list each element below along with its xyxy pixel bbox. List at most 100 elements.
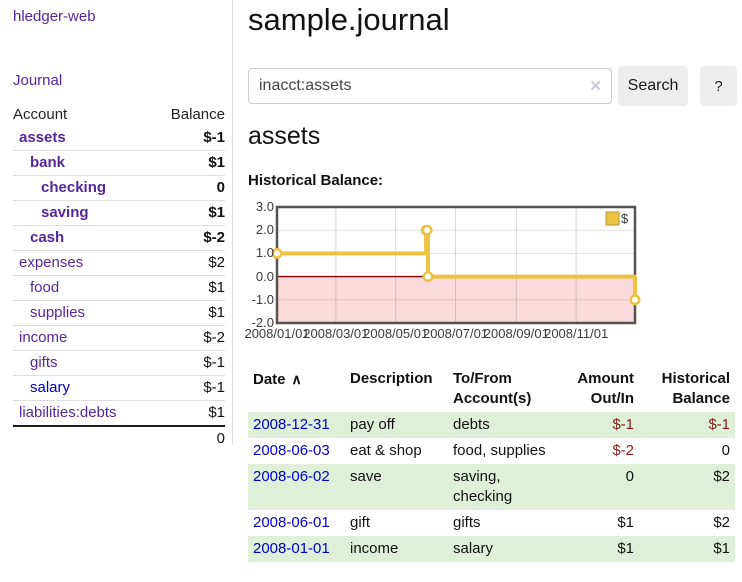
- account-row: salary $-1: [13, 375, 225, 401]
- register-row: 2008-01-01 income salary $1 $1: [248, 536, 735, 562]
- data-point-marker[interactable]: [421, 224, 433, 236]
- account-balance: $-1: [203, 129, 225, 146]
- account-name-link[interactable]: supplies: [13, 300, 153, 326]
- account-name-link[interactable]: liabilities:debts: [13, 400, 153, 426]
- account-row: income $-2: [13, 325, 225, 351]
- register-date-link[interactable]: 2008-06-01: [253, 514, 330, 531]
- y-axis-tick-label: -1.0: [251, 291, 274, 307]
- account-name-link[interactable]: assets: [19, 129, 66, 146]
- y-axis-tick-label: 2.0: [255, 222, 274, 238]
- account-balance: $-2: [152, 325, 225, 351]
- y-axis-tick-label: 3.0: [255, 199, 274, 214]
- legend-swatch: [605, 211, 620, 226]
- account-row: gifts $-1: [13, 350, 225, 376]
- account-heading: assets: [248, 122, 321, 150]
- balance-column-header: Balance: [170, 106, 225, 123]
- account-row: food $1: [13, 275, 225, 301]
- account-name-link[interactable]: cash: [13, 225, 153, 251]
- sidebar-item-journal[interactable]: Journal: [13, 72, 63, 89]
- negative-region-fill: [277, 276, 635, 323]
- y-axis-tick-label: -2.0: [251, 315, 274, 330]
- account-name-link[interactable]: checking: [13, 175, 153, 201]
- register-amount: $-2: [612, 442, 634, 459]
- register-date-link[interactable]: 2008-12-31: [248, 412, 345, 438]
- chart-title: Historical Balance:: [248, 172, 384, 189]
- accounts-total-value: 0: [152, 425, 225, 451]
- account-balance: $-1: [152, 375, 225, 401]
- register-row: 2008-12-31 pay off debts $-1 $-1: [248, 412, 735, 438]
- register-description: gift: [350, 514, 371, 531]
- x-axis-tick-label: 2008/11/01: [544, 326, 609, 341]
- plot-border: [275, 205, 637, 325]
- help-button[interactable]: ?: [700, 66, 737, 106]
- search-box: ✕: [248, 68, 612, 104]
- register-balance: $-1: [639, 412, 735, 438]
- register-balance: $2: [639, 464, 735, 510]
- account-name-link[interactable]: gifts: [13, 350, 153, 376]
- app-title-link[interactable]: hledger-web: [13, 8, 96, 25]
- register-amount: $1: [617, 514, 634, 531]
- register-balance: $2: [713, 514, 730, 531]
- x-axis-tick-label: 2008/01/01: [244, 326, 310, 341]
- search-form: ✕ Search ?: [248, 66, 742, 106]
- register-accounts: gifts: [453, 514, 481, 531]
- register-date-link[interactable]: 2008-06-03: [253, 442, 330, 459]
- register-accounts: saving, checking: [448, 464, 567, 510]
- clear-search-icon[interactable]: ✕: [589, 78, 602, 95]
- y-axis-tick-label: 1.0: [255, 245, 274, 261]
- account-balance: $2: [152, 250, 225, 276]
- search-button[interactable]: Search: [618, 66, 688, 106]
- account-name-link[interactable]: bank: [13, 150, 153, 176]
- account-column-header: Account: [13, 106, 68, 123]
- register-table: Date ∧ Description To/From Account(s) Amo…: [248, 366, 735, 562]
- register-accounts: salary: [448, 536, 567, 562]
- y-axis-tick-label: 0.0: [255, 268, 274, 284]
- search-input[interactable]: [248, 68, 612, 104]
- data-point-marker[interactable]: [422, 271, 434, 283]
- balance-chart[interactable]: $ 3.0 2.0 1.0 0.0 -1.0 -2.0 2008/01/01 2008/03…: [244, 195, 742, 347]
- description-column-header: Description: [350, 370, 433, 387]
- register-table-body: 2008-12-31 pay off debts $-1 $-1 2008-06-03 ea…: [248, 412, 735, 562]
- accounts-total-row: 0: [13, 425, 225, 451]
- account-row: saving $1: [13, 200, 225, 226]
- legend-label: $: [621, 211, 629, 226]
- account-row: liabilities:debts $1: [13, 400, 225, 426]
- account-balance: $1: [152, 275, 225, 301]
- account-row: supplies $1: [13, 300, 225, 326]
- amount-column-header: Amount Out/In: [577, 370, 634, 407]
- tofrom-column-header: To/From Account(s): [453, 370, 532, 407]
- register-date-link[interactable]: 2008-01-01: [248, 536, 345, 562]
- account-balance: $1: [152, 300, 225, 326]
- account-row: bank $1: [13, 150, 225, 176]
- accounts-table-body: assets $-1 bank $1 checking 0 saving $1 cash $-2 e…: [13, 126, 225, 426]
- account-balance: $-1: [152, 350, 225, 376]
- register-date-link[interactable]: 2008-06-02: [248, 464, 345, 510]
- account-name-link[interactable]: salary: [13, 375, 153, 401]
- main-content: sample.journal ✕ Search ? assets Histori…: [244, 0, 742, 582]
- chart-plot-area[interactable]: $: [248, 195, 742, 347]
- register-balance: $1: [639, 536, 735, 562]
- register-row: 2008-06-01 gift gifts $1 $2: [248, 510, 735, 536]
- register-description: save: [345, 464, 448, 510]
- account-name-link[interactable]: food: [13, 275, 153, 301]
- account-name-link[interactable]: expenses: [13, 250, 153, 276]
- account-row: assets $-1: [13, 126, 225, 151]
- register-balance: 0: [721, 442, 730, 459]
- sort-ascending-icon[interactable]: ∧: [291, 371, 302, 387]
- account-balance: $-2: [152, 225, 225, 251]
- page-title: sample.journal: [248, 2, 450, 37]
- account-balance: 0: [152, 175, 225, 201]
- register-accounts: food, supplies: [453, 442, 546, 459]
- account-name-link[interactable]: income: [13, 325, 153, 351]
- accounts-table: Account Balance assets $-1 bank $1 checking 0…: [13, 104, 225, 451]
- register-amount: $-1: [567, 412, 639, 438]
- register-description: eat & shop: [350, 442, 422, 459]
- x-axis-tick-label: 2008/03/01: [303, 326, 369, 341]
- account-name-link[interactable]: saving: [13, 200, 153, 226]
- data-point-marker[interactable]: [629, 294, 641, 306]
- date-column-header[interactable]: Date ∧: [253, 371, 302, 388]
- register-amount: 0: [567, 464, 639, 510]
- balance-column-header: Historical Balance: [661, 370, 730, 407]
- data-point-marker[interactable]: [271, 247, 283, 259]
- x-axis-tick-label: 2008/09/01: [483, 326, 549, 341]
